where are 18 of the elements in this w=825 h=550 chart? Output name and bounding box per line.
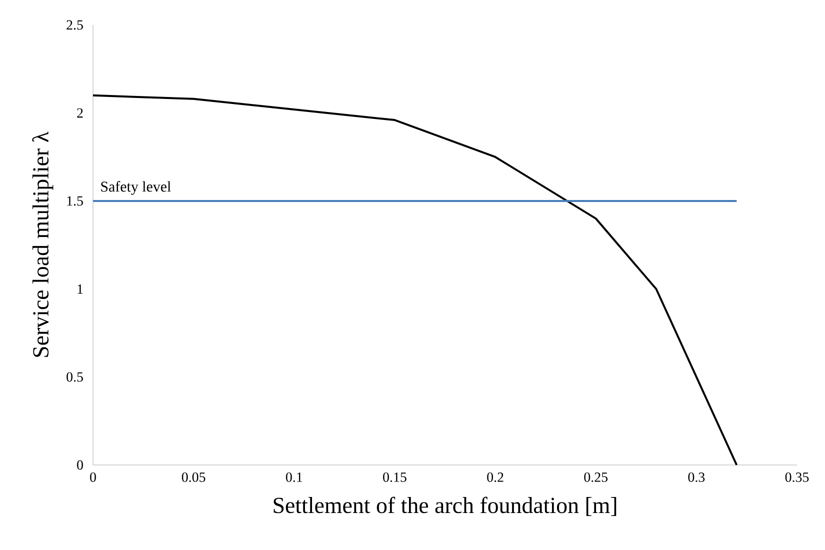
x-axis-title: Settlement of the arch foundation [m]	[274, 496, 616, 516]
y-tick-label: 1.5	[67, 196, 83, 206]
annotation: Safety level	[101, 181, 171, 195]
x-tick-label: 0.15	[383, 472, 406, 482]
x-tick-label: 0.3	[688, 472, 705, 482]
line-series	[92, 94, 738, 466]
y-tick-label: 0.5	[66, 372, 83, 382]
x-tick-label: 0.35	[785, 472, 809, 482]
y-tick-label: 0	[77, 460, 83, 470]
y-axis-title: Service load multiplier λ	[32, 132, 54, 357]
x-tick-label: 0.05	[182, 472, 206, 482]
y-tick-label: 1	[78, 284, 83, 294]
y-tick-label: 2.5	[66, 20, 83, 30]
x-tick-label: 0.2	[487, 472, 504, 482]
x-tick-label: 0.1	[286, 472, 302, 482]
x-tick-label: 0.25	[584, 472, 608, 482]
x-tick-label: 0	[90, 472, 96, 482]
y-tick-label: 2	[77, 108, 83, 118]
